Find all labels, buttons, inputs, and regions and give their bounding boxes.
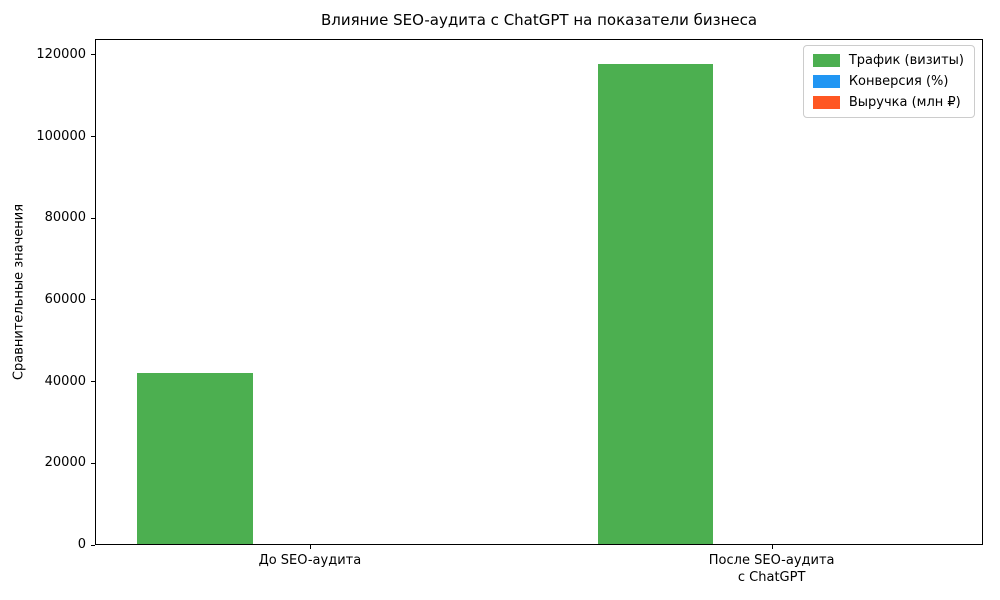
legend-swatch-icon xyxy=(812,54,840,67)
chart-title: Влияние SEO-аудита с ChatGPT на показате… xyxy=(320,11,758,29)
y-tick-mark xyxy=(91,217,95,219)
y-tick-mark xyxy=(91,544,95,546)
bar-0-series-0 xyxy=(136,373,253,544)
x-tick-label: До SEO-аудита xyxy=(258,553,362,568)
legend-row: Конверсия (%) xyxy=(812,74,964,89)
x-tick-mark xyxy=(771,545,773,549)
legend: Трафик (визиты) Конверсия (%) Выручка (млн… xyxy=(802,45,975,118)
y-tick-label: 80000 xyxy=(44,210,86,226)
legend-label: Выручка (млн ₽) xyxy=(848,95,961,110)
y-tick-mark xyxy=(91,381,95,383)
plot-area: Трафик (визиты) Конверсия (%) Выручка (млн… xyxy=(95,39,983,545)
y-tick-label: 100000 xyxy=(36,128,86,144)
y-tick-label: 60000 xyxy=(44,291,86,307)
y-tick-label: 0 xyxy=(77,537,86,552)
legend-swatch-icon xyxy=(812,75,840,88)
x-tick-label: После SEO-аудита с ChatGPT xyxy=(708,553,835,585)
legend-swatch-icon xyxy=(812,96,840,109)
y-tick-mark xyxy=(91,462,95,464)
y-tick-label: 20000 xyxy=(44,455,86,471)
y-tick-mark xyxy=(91,54,95,56)
y-tick-label: 120000 xyxy=(36,46,86,62)
legend-label: Конверсия (%) xyxy=(848,74,949,89)
legend-label: Трафик (визиты) xyxy=(848,53,964,68)
legend-row: Трафик (визиты) xyxy=(812,53,964,68)
y-tick-mark xyxy=(91,136,95,138)
bar-1-series-0 xyxy=(597,64,714,544)
legend-row: Выручка (млн ₽) xyxy=(812,95,964,110)
y-tick-mark xyxy=(91,299,95,301)
x-tick-mark xyxy=(309,545,311,549)
y-tick-label: 40000 xyxy=(44,373,86,389)
